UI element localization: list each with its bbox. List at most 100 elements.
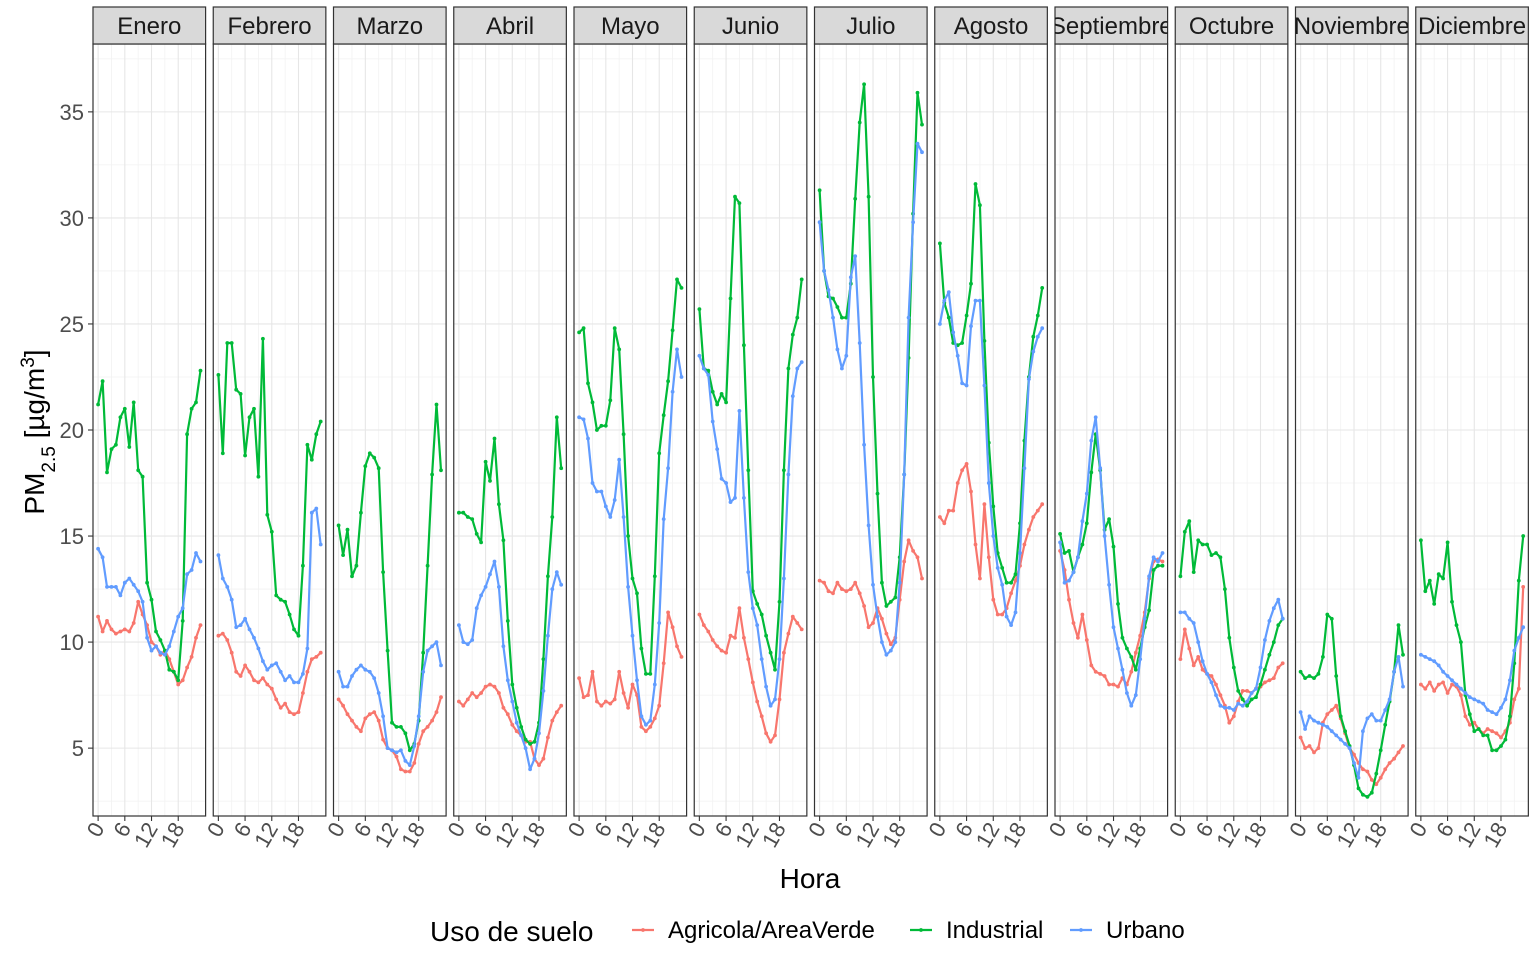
data-point — [292, 627, 296, 632]
data-point — [603, 504, 608, 509]
data-point — [1423, 686, 1428, 691]
data-point — [1298, 735, 1303, 740]
data-point — [1080, 519, 1085, 524]
data-point — [1107, 517, 1111, 521]
data-point — [617, 347, 622, 352]
data-point — [915, 141, 920, 146]
x-tick-label: 0 — [1164, 818, 1192, 841]
data-point — [626, 585, 630, 589]
data-point — [519, 733, 524, 738]
data-point — [862, 604, 866, 608]
data-point — [1129, 655, 1134, 659]
data-point — [679, 655, 684, 659]
data-point — [773, 697, 777, 702]
x-tick-label: 0 — [1404, 818, 1432, 841]
data-point — [710, 389, 715, 394]
data-point — [1307, 744, 1312, 748]
data-point — [799, 277, 804, 282]
facet-strip — [453, 6, 567, 45]
data-point — [759, 657, 764, 661]
data-point — [1374, 718, 1379, 723]
data-point — [599, 489, 604, 494]
data-point — [1191, 663, 1196, 668]
data-point — [1138, 633, 1143, 638]
data-point — [608, 515, 613, 519]
data-point — [265, 667, 270, 672]
data-point — [1361, 792, 1365, 797]
data-point — [1485, 727, 1490, 731]
data-point — [1249, 691, 1254, 695]
data-point — [269, 529, 274, 534]
data-point — [844, 353, 849, 358]
data-point — [122, 580, 127, 585]
data-point — [1187, 616, 1192, 621]
data-point — [964, 313, 969, 318]
data-point — [256, 646, 261, 651]
data-point — [1476, 699, 1481, 704]
data-point — [946, 290, 951, 294]
data-point — [893, 595, 898, 600]
data-point — [777, 657, 782, 661]
data-point — [1022, 466, 1027, 471]
data-point — [283, 701, 287, 706]
y-tick-label: 25 — [60, 312, 84, 337]
series-line — [1058, 416, 1164, 707]
data-point — [880, 616, 884, 621]
data-point — [1218, 693, 1223, 697]
data-point — [853, 196, 858, 201]
series-group — [336, 402, 443, 774]
x-tick-label: 0 — [1044, 818, 1072, 841]
data-point — [1245, 689, 1249, 693]
data-point — [1089, 663, 1094, 668]
data-point — [1116, 684, 1120, 689]
data-point — [853, 254, 858, 258]
data-point — [505, 712, 510, 717]
data-point — [1450, 682, 1454, 687]
data-point — [1111, 682, 1116, 687]
data-point — [403, 731, 408, 736]
series-line — [577, 278, 683, 676]
data-point — [274, 661, 279, 666]
data-point — [706, 373, 711, 377]
data-point — [1383, 708, 1388, 712]
data-point — [367, 669, 372, 674]
data-point — [906, 315, 911, 320]
data-point — [1263, 680, 1267, 685]
data-point — [1441, 669, 1445, 674]
data-point — [697, 612, 702, 617]
data-point — [630, 633, 635, 638]
data-point — [906, 538, 911, 543]
data-point — [488, 682, 492, 687]
data-point — [185, 572, 190, 577]
data-point — [301, 563, 305, 568]
facet-strip — [1415, 6, 1529, 45]
series-group — [1419, 534, 1526, 753]
data-point — [652, 574, 657, 579]
data-point — [1271, 676, 1276, 680]
data-point — [759, 612, 764, 617]
data-point — [857, 120, 862, 125]
data-point — [777, 697, 782, 702]
facet-label: Junio — [722, 13, 779, 40]
data-point — [501, 538, 506, 543]
data-point — [648, 672, 653, 676]
x-tick-label: 0 — [683, 818, 711, 841]
data-point — [795, 621, 800, 625]
data-point — [1361, 729, 1365, 734]
data-point — [216, 373, 221, 377]
data-point — [283, 599, 287, 604]
data-point — [1223, 705, 1227, 710]
data-point — [131, 582, 136, 587]
data-point — [136, 589, 141, 594]
data-point — [973, 542, 978, 547]
data-point — [136, 468, 141, 473]
data-point — [1125, 691, 1129, 695]
data-point — [470, 517, 475, 521]
data-point — [875, 491, 880, 496]
data-point — [1516, 686, 1521, 691]
data-point — [100, 379, 105, 384]
data-point — [216, 633, 221, 638]
